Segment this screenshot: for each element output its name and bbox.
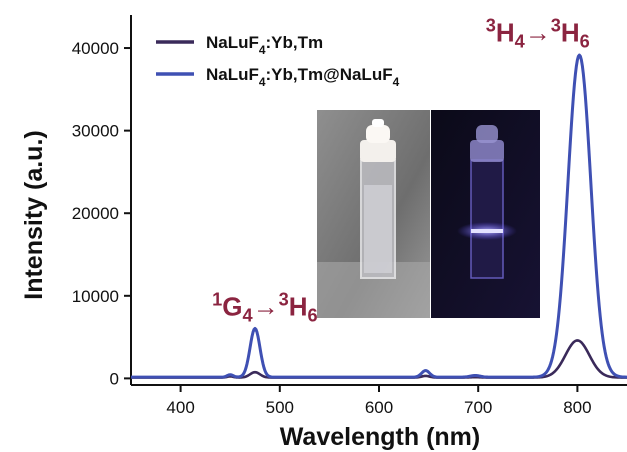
y-tick-label: 10000 [72,287,119,306]
y-tick-label: 40000 [72,39,119,58]
legend-label-1: NaLuF4:Yb,Tm [206,33,323,57]
legend: NaLuF4:Yb,Tm NaLuF4:Yb,Tm@NaLuF4 [156,33,400,89]
x-tick-label: 500 [266,398,294,417]
x-tick-label: 400 [166,398,194,417]
inset-photo-ambient [317,110,430,318]
y-tick-label: 30000 [72,122,119,141]
y-ticks: 0 10000 20000 30000 40000 [72,39,131,388]
x-tick-label: 600 [365,398,393,417]
y-axis-title: Intensity (a.u.) [20,130,48,299]
y-tick-label: 0 [110,369,119,388]
transition-annotation-1: 1G4→3H6 [212,290,318,326]
x-axis-title: Wavelength (nm) [280,423,480,451]
x-tick-label: 700 [464,398,492,417]
inset-photo-excited [431,110,540,318]
x-tick-label: 800 [563,398,591,417]
series-layer [130,53,627,379]
transition-annotation-2: 3H4→3H6 [486,15,590,51]
inset-photo [317,110,540,318]
annotations: 1G4→3H6 3H4→3H6 [212,15,590,325]
y-tick-label: 20000 [72,204,119,223]
series-line-2 [130,53,627,379]
legend-label-2: NaLuF4:Yb,Tm@NaLuF4 [206,65,400,89]
x-ticks: 400 500 600 700 800 [166,385,592,417]
